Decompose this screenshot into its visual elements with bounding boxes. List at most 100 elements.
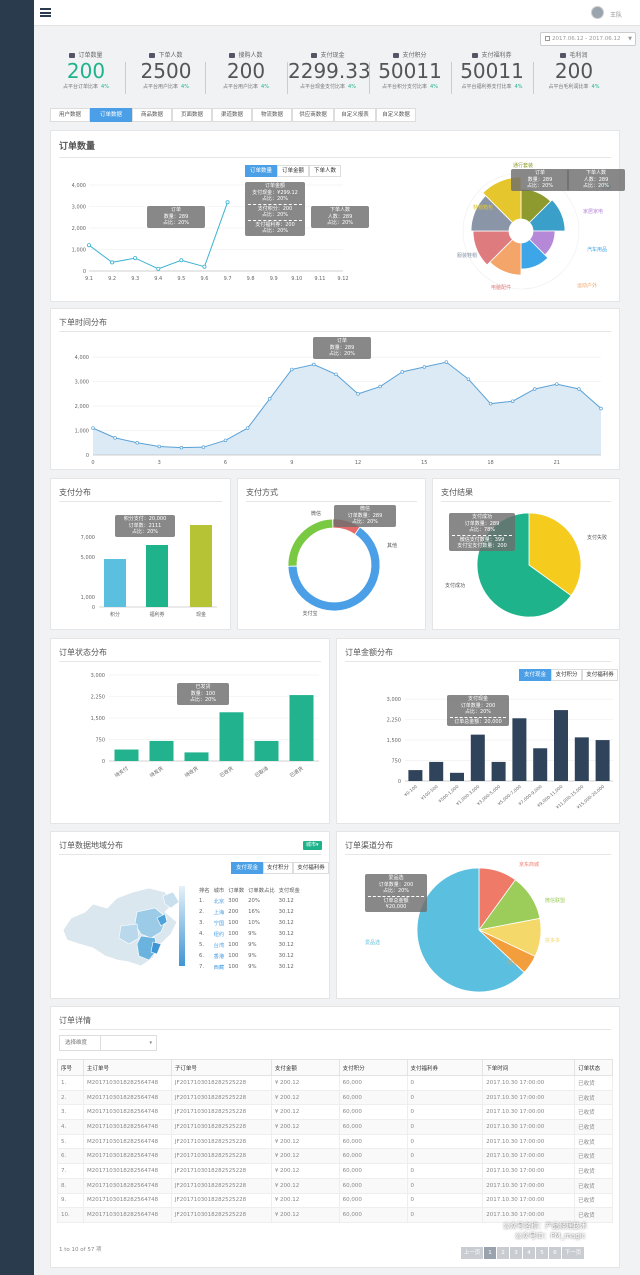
btn-order-amount[interactable]: 订单金额 bbox=[277, 165, 309, 177]
amount-panel: 订单金额分布 支付现金 支付积分 支付福利券 0 750 1,500 2,250 3,0… bbox=[336, 638, 620, 824]
table-row[interactable]: 10. M2017103018282564748 JF201710301828252… bbox=[57, 1207, 613, 1223]
pay-result-tooltip: 支付成功 订单数量：289 占比：78% 微信支付数量：399 支付宝支付数量：200 bbox=[449, 513, 515, 551]
table-cell: 2017.10.30 17:00:00 bbox=[482, 1104, 576, 1121]
menu-icon[interactable] bbox=[40, 8, 51, 17]
table-row[interactable]: 3. 宁国 100 10% 30.12 bbox=[199, 917, 304, 928]
data-point bbox=[91, 426, 95, 430]
tip-line: 数量：289 bbox=[163, 213, 189, 220]
table-row[interactable]: 4. 纽约 100 9% 30.12 bbox=[199, 928, 304, 939]
x-tick-label: 积分 bbox=[110, 611, 120, 618]
table-row[interactable]: 7. 西藏 100 9% 30.12 bbox=[199, 961, 304, 972]
next-page-button[interactable]: 下一页 bbox=[562, 1247, 584, 1259]
prev-page-button[interactable]: 上一页 bbox=[461, 1247, 483, 1259]
table-row[interactable]: 4. M2017103018282564748 JF2017103018282525… bbox=[57, 1119, 613, 1135]
y-tick-label: 3,000 bbox=[75, 380, 89, 386]
kpi-percent: 4% bbox=[348, 84, 356, 90]
page-button[interactable]: 1 bbox=[484, 1247, 496, 1259]
status-tooltip: 已发货 数量：100 占比：20% bbox=[177, 683, 229, 705]
tip-line: 占比：20% bbox=[261, 196, 289, 202]
page-button[interactable]: 2 bbox=[497, 1247, 509, 1259]
tab-7[interactable]: 供应商数据 bbox=[292, 108, 334, 122]
date-range-picker[interactable]: 2017.06.12 - 2017.06.12 ▼ bbox=[540, 32, 636, 46]
table-cell: 西藏 bbox=[213, 964, 225, 971]
column-header[interactable]: 下单时间 bbox=[482, 1059, 576, 1076]
tab-6[interactable]: 物流数据 bbox=[252, 108, 292, 122]
table-cell: 9% bbox=[248, 963, 257, 970]
column-header[interactable]: 支付福利券 bbox=[406, 1059, 484, 1076]
tab-2[interactable]: 订单数据 bbox=[90, 108, 132, 122]
avatar[interactable] bbox=[591, 6, 604, 19]
table-cell: 2017.10.30 17:00:00 bbox=[482, 1075, 576, 1091]
table-cell: ¥ 200.12 bbox=[270, 1075, 340, 1091]
table-row[interactable]: 3. M2017103018282564748 JF2017103018282525… bbox=[57, 1104, 613, 1121]
city-dropdown[interactable]: 城市▾ bbox=[303, 841, 322, 850]
table-cell: 100 bbox=[228, 963, 239, 970]
table-row[interactable]: 1. 北京 300 20% 30.12 bbox=[199, 895, 304, 906]
column-header[interactable]: 订单状态 bbox=[574, 1059, 613, 1076]
column-header[interactable]: 序号 bbox=[57, 1059, 84, 1076]
table-row[interactable]: 2. M2017103018282564748 JF2017103018282525… bbox=[57, 1089, 613, 1106]
kpi-divider bbox=[533, 62, 534, 94]
btn-points[interactable]: 支付积分 bbox=[551, 669, 582, 681]
page-button[interactable]: 5 bbox=[536, 1247, 548, 1259]
column-header[interactable]: 支付金额 bbox=[270, 1059, 340, 1076]
table-row[interactable]: 6. M2017103018282564748 JF2017103018282525… bbox=[57, 1148, 613, 1165]
kpi-divider bbox=[451, 62, 452, 94]
column-header[interactable]: 主订单号 bbox=[82, 1059, 172, 1076]
column-header[interactable]: 子订单号 bbox=[170, 1059, 272, 1076]
kpi-card: 订单数量 200 占平台订单比率 4% bbox=[46, 50, 126, 102]
grid-icon bbox=[560, 53, 567, 58]
x-tick-label: 6 bbox=[224, 460, 227, 466]
column-header[interactable]: 支付积分 bbox=[338, 1059, 408, 1076]
table-cell: M2017103018282564748 bbox=[82, 1192, 172, 1209]
tab-8[interactable]: 自定义报表 bbox=[334, 108, 376, 122]
kpi-card: 支付积分 50011 占平台积分支付比率 4% bbox=[370, 50, 450, 102]
table-row[interactable]: 5. 台湾 100 9% 30.12 bbox=[199, 939, 304, 950]
btn-cash[interactable]: 支付现金 bbox=[519, 669, 551, 681]
table-row[interactable]: 5. M2017103018282564748 JF2017103018282525… bbox=[57, 1133, 613, 1150]
tab-4[interactable]: 页面数据 bbox=[172, 108, 212, 122]
table-cell: 已收货 bbox=[574, 1163, 613, 1179]
table-cell: 已收货 bbox=[574, 1104, 613, 1121]
page-button[interactable]: 3 bbox=[510, 1247, 522, 1259]
tip-line: 下单人数 bbox=[585, 170, 606, 176]
china-map[interactable] bbox=[57, 882, 189, 972]
btn-buyer-count[interactable]: 下单人数 bbox=[309, 165, 341, 177]
table-row[interactable]: 6. 香港 100 9% 30.12 bbox=[199, 950, 304, 961]
tab-5[interactable]: 渠道数据 bbox=[212, 108, 252, 122]
tip-line: 数量：289 bbox=[527, 176, 553, 183]
tab-9[interactable]: 自定义数据 bbox=[376, 108, 416, 122]
btn-cash[interactable]: 支付现金 bbox=[231, 862, 263, 874]
btn-coupons[interactable]: 支付福利券 bbox=[582, 669, 618, 681]
table-cell: 纽约 bbox=[213, 931, 225, 938]
x-tick-label: 待支付 bbox=[113, 765, 129, 779]
user-name[interactable]: 王队 bbox=[609, 12, 622, 19]
table-cell: 60,000 bbox=[338, 1133, 408, 1150]
y-tick-label: 4,000 bbox=[72, 183, 86, 189]
table-cell: 4. bbox=[57, 1119, 84, 1135]
tab-3[interactable]: 商品数据 bbox=[132, 108, 172, 122]
table-cell: ¥ 200.12 bbox=[270, 1119, 340, 1135]
table-row[interactable]: 9. M2017103018282564748 JF2017103018282525… bbox=[57, 1192, 613, 1209]
btn-order-count[interactable]: 订单数量 bbox=[245, 165, 277, 177]
btn-coupons[interactable]: 支付福利券 bbox=[293, 862, 329, 874]
dimension-select[interactable]: 选择维度 ▾ bbox=[59, 1035, 157, 1051]
page-button[interactable]: 6 bbox=[549, 1247, 561, 1259]
table-row[interactable]: 1. M2017103018282564748 JF2017103018282525… bbox=[57, 1075, 613, 1091]
rose-label: 服装鞋帽 bbox=[457, 252, 477, 259]
table-row[interactable]: 2. 上海 200 16% 30.12 bbox=[199, 906, 304, 917]
kpi-card: 下单人数 2500 占平台用户比率 4% bbox=[126, 50, 206, 102]
y-tick-label: 1,000 bbox=[75, 429, 89, 435]
x-tick-label: 18 bbox=[487, 460, 493, 466]
table-row[interactable]: 7. M2017103018282564748 JF2017103018282525… bbox=[57, 1163, 613, 1179]
flag-icon bbox=[69, 53, 76, 58]
table-cell: 100 bbox=[228, 919, 239, 926]
bar bbox=[429, 761, 444, 781]
tip-line: 占比：20% bbox=[261, 228, 289, 234]
status-panel: 订单状态分布 0 750 1,500 2,250 3,000 待支付 待发货 待收货 已收货 已取… bbox=[50, 638, 330, 824]
btn-points[interactable]: 支付积分 bbox=[263, 862, 293, 874]
tab-1[interactable]: 用户数据 bbox=[50, 108, 90, 122]
page-button[interactable]: 4 bbox=[523, 1247, 535, 1259]
table-row[interactable]: 8. M2017103018282564748 JF2017103018282525… bbox=[57, 1177, 613, 1194]
